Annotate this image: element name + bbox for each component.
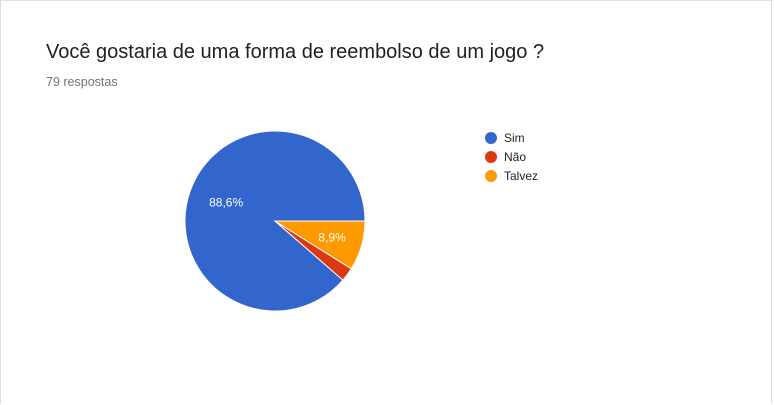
response-count: 79 respostas [46, 75, 118, 89]
legend-label: Sim [504, 130, 525, 145]
pie-label-sim: 88,6% [209, 196, 243, 210]
legend-color-icon [485, 131, 497, 144]
pie-slice-talvez[interactable] [273, 220, 366, 270]
legend-label: Não [504, 149, 527, 164]
chart-legend: Sim Não Talvez [485, 128, 538, 185]
question-title: Você gostaria de uma forma de reembolso … [46, 41, 545, 63]
legend-color-icon [485, 150, 497, 163]
legend-item-não[interactable]: Não [485, 147, 538, 166]
legend-item-sim[interactable]: Sim [485, 128, 538, 147]
legend-color-icon [485, 169, 497, 182]
pie-label-talvez: 8,9% [318, 230, 346, 244]
legend-item-talvez[interactable]: Talvez [485, 166, 538, 185]
legend-label: Talvez [504, 168, 539, 183]
